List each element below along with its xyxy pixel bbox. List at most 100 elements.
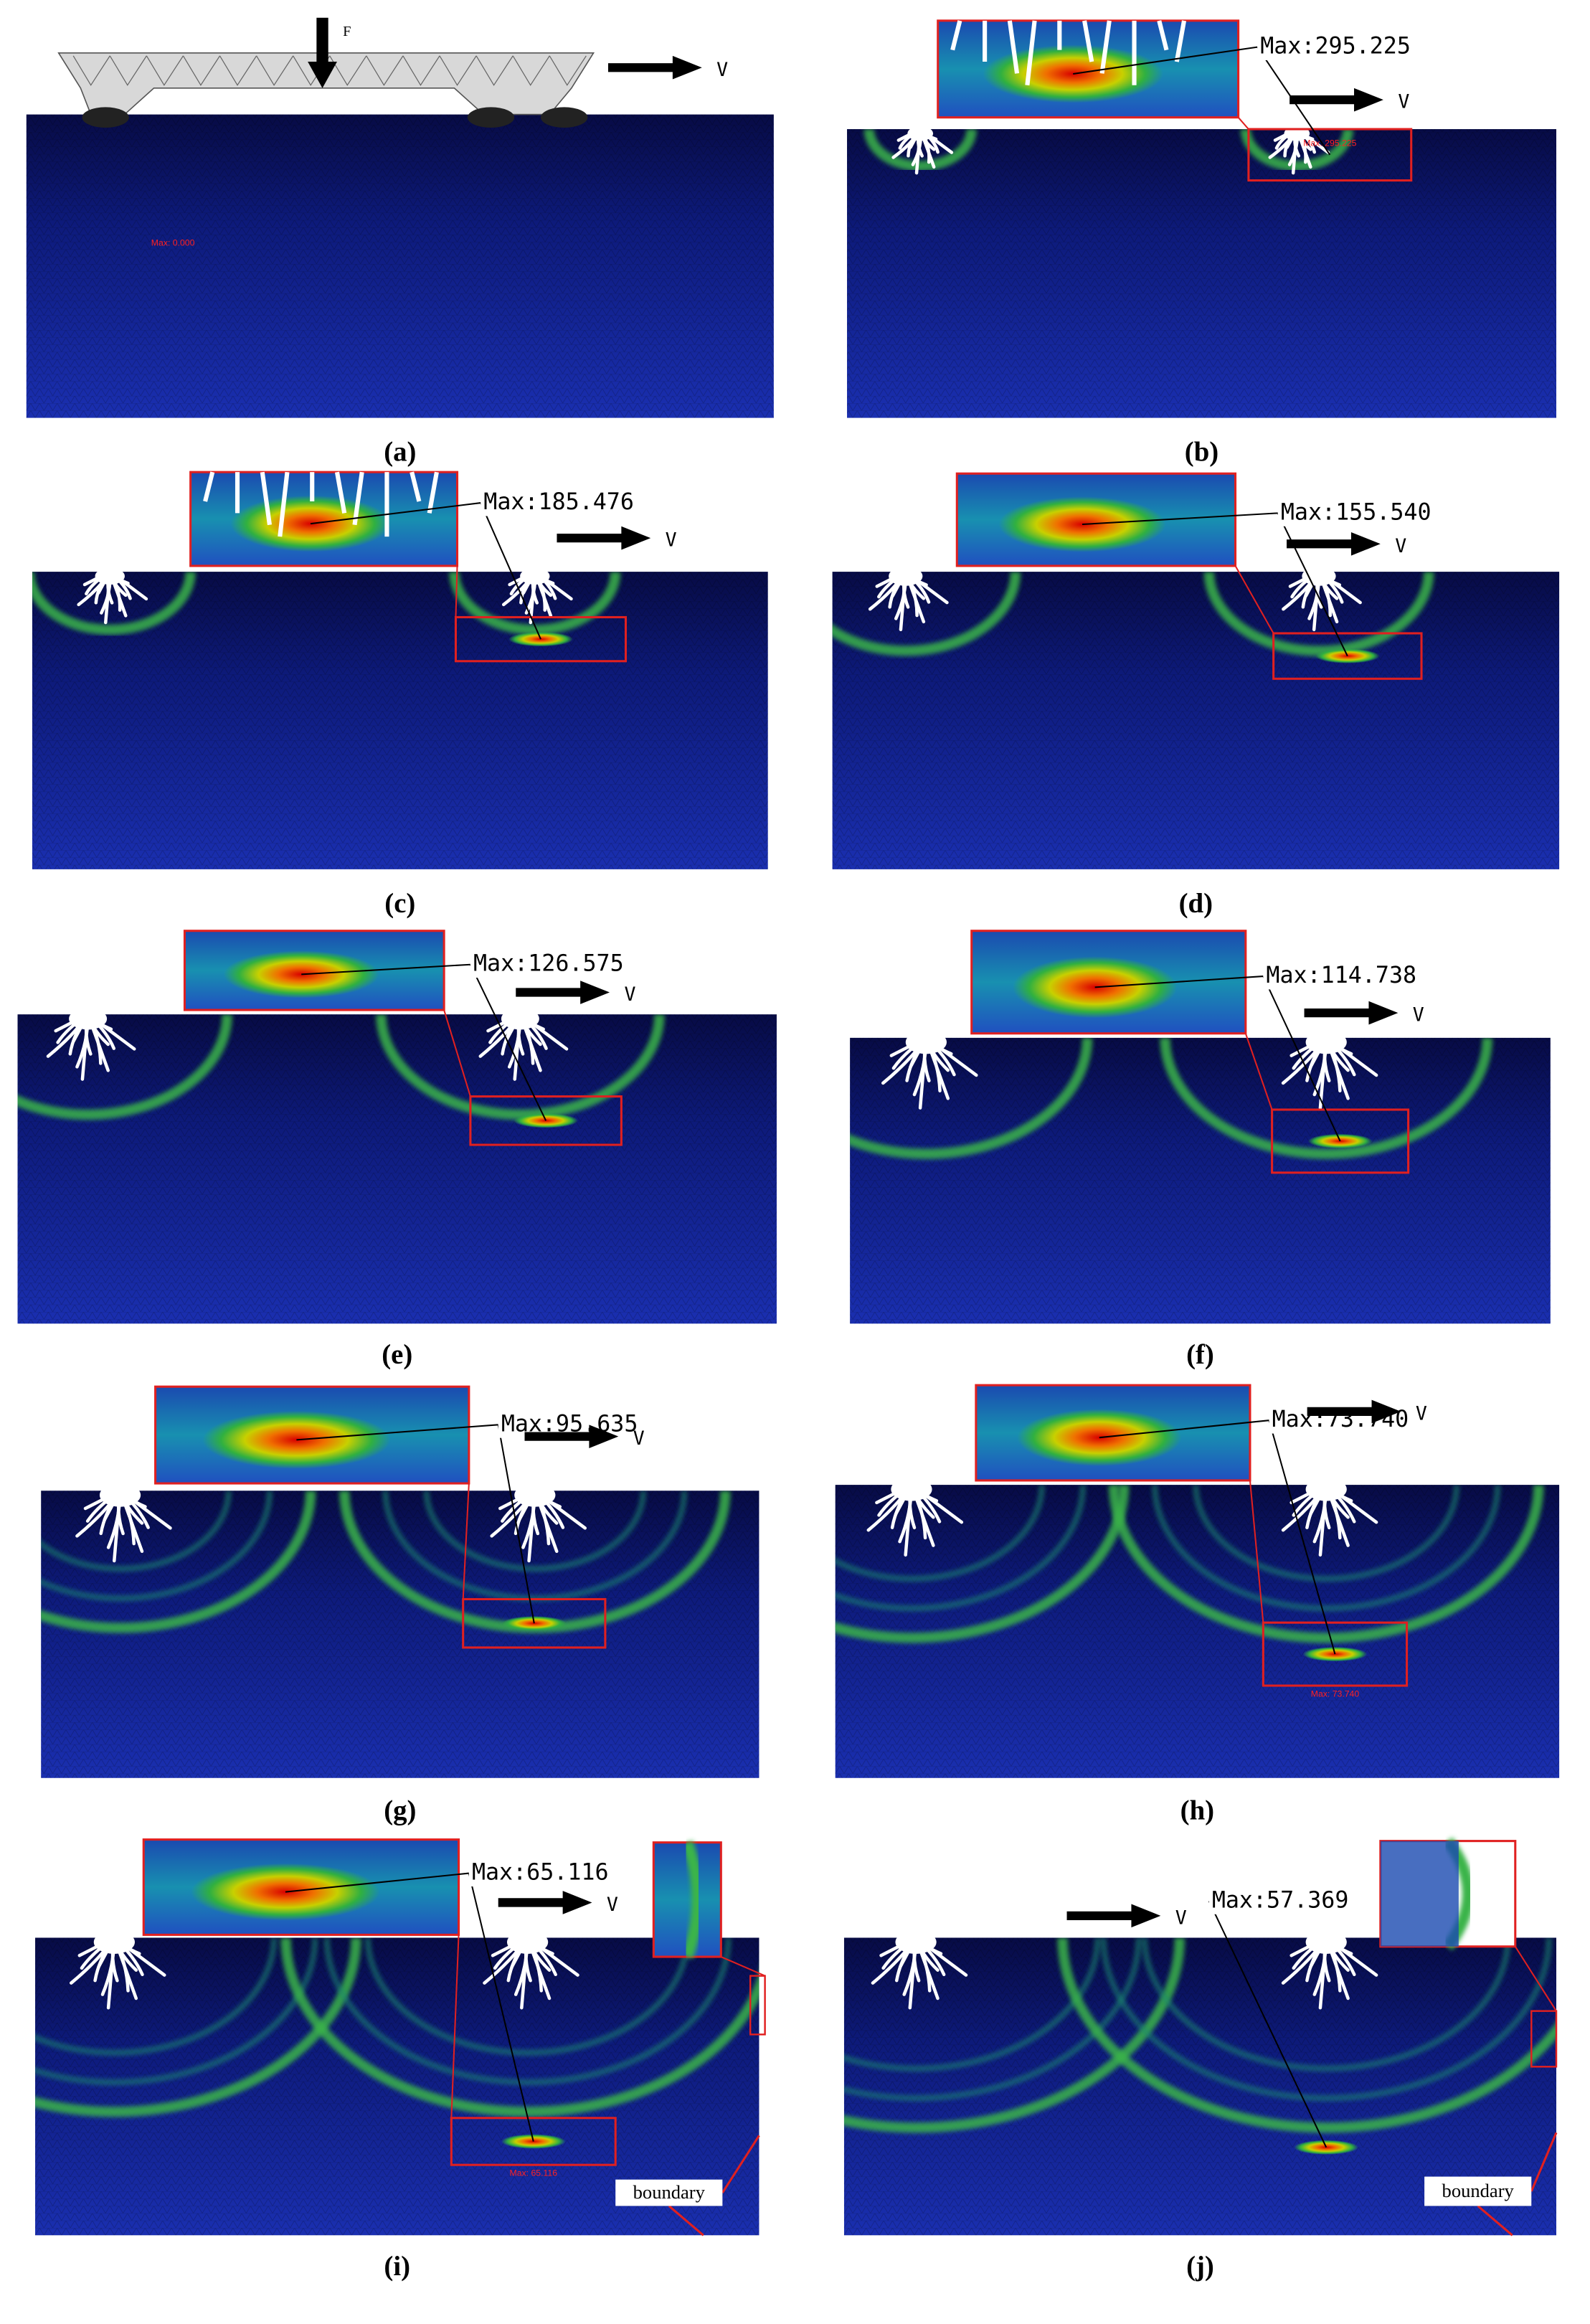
wave-arc: [843, 1937, 1186, 2133]
boundary-pointer: [1477, 2205, 1513, 2236]
zoom-link: [1234, 565, 1274, 634]
wave-fronts: [17, 1014, 665, 1120]
velocity-arrow: [524, 1425, 619, 1449]
inset-crack: [1174, 20, 1187, 62]
leader-line: [480, 502, 541, 640]
wave-fronts: [843, 1937, 1557, 2133]
wave-arc: [1203, 572, 1434, 656]
crack-zone: [1305, 1930, 1347, 1954]
wave-arc: [850, 1037, 1093, 1159]
zoom-region: [1247, 128, 1413, 182]
wave-arc: [376, 1014, 665, 1120]
boundary-region: [1530, 2010, 1558, 2068]
leader-line: [296, 1424, 498, 1441]
leader-line: [310, 502, 481, 525]
zoom-link: [1237, 117, 1249, 130]
wave-arc: [1193, 1485, 1460, 1582]
wheel: [467, 107, 515, 128]
wave-arc: [835, 1485, 1087, 1612]
wave-arc: [1057, 1937, 1557, 2133]
velocity-label: V: [624, 983, 635, 1006]
max-bg: [468, 1860, 633, 1886]
zoom-region: [462, 1597, 607, 1649]
velocity-label: V: [1395, 535, 1406, 557]
wave-arc: [835, 1485, 1130, 1643]
truss-member: [402, 55, 440, 86]
max-value: Max:65.116: [472, 1860, 609, 1886]
velocity-label: V: [607, 1894, 618, 1916]
leader-line: [1094, 976, 1264, 988]
inset-crack: [1157, 20, 1169, 51]
wave-fronts: [863, 129, 1354, 171]
leader-line: [497, 1425, 535, 1624]
boundary-wave: [681, 1840, 704, 1959]
max-bg: [470, 951, 635, 978]
boundary-region: [749, 1975, 766, 2036]
hot-spot: [1294, 2140, 1359, 2155]
max-bg: [1257, 34, 1422, 60]
truss-member: [366, 55, 404, 86]
wave-fronts: [850, 1037, 1493, 1159]
boundary-pointer: [721, 2135, 760, 2193]
truss-member: [219, 55, 257, 86]
crack-zone: [95, 567, 125, 585]
crack-zone: [1305, 1477, 1347, 1501]
max-value: Max:126.575: [473, 951, 624, 977]
zoom-link: [1244, 1033, 1273, 1110]
wheel: [82, 107, 129, 128]
inset-blue: [1380, 1841, 1459, 1947]
inset-crack: [1007, 20, 1020, 74]
truss-member: [256, 55, 294, 86]
wave-arc: [280, 1937, 759, 2117]
boundary-pointer: [668, 2205, 704, 2236]
max-value: Max:155.540: [1281, 499, 1432, 525]
panel-label: (f): [1186, 1339, 1214, 1370]
max-bg: [1277, 499, 1442, 526]
max-marker: Max: 295.225: [1303, 138, 1356, 148]
crack-zone: [895, 1930, 937, 1954]
truss-member: [512, 55, 550, 86]
zoom-link: [462, 1483, 470, 1600]
zoom-region: [469, 1095, 623, 1146]
max-value: Max:114.738: [1266, 963, 1416, 988]
leader-line: [1082, 512, 1278, 526]
crack-zone: [501, 1008, 539, 1030]
leader-line: [469, 964, 547, 1121]
leader-line: [285, 1872, 469, 1893]
leader-line: [1277, 512, 1348, 657]
wave-arc: [423, 1491, 647, 1572]
zoom-link: [443, 1009, 471, 1097]
leader-line: [1208, 1900, 1328, 2148]
max-value: Max:295.225: [1260, 34, 1411, 60]
max-bg: [481, 489, 645, 516]
inset-crack: [352, 471, 364, 526]
mesh: [847, 129, 1557, 418]
panel-label: (b): [1185, 437, 1218, 468]
force-label: F: [343, 24, 351, 39]
panel-label: (d): [1179, 888, 1213, 919]
velocity-arrow: [1304, 1001, 1399, 1025]
panel: Max:185.476 V (c): [32, 471, 768, 919]
velocity-arrow: [516, 981, 610, 1004]
inset-crack: [410, 471, 422, 502]
zoom-region: [454, 615, 628, 663]
velocity-label: V: [1175, 1907, 1187, 1929]
panel: Max:155.540 V (d): [832, 472, 1560, 919]
velocity-label: V: [716, 59, 728, 81]
inset-crack: [278, 471, 290, 537]
velocity-arrow: [498, 1891, 592, 1914]
wave-arc: [1160, 1037, 1493, 1159]
panel-label: (c): [384, 888, 415, 919]
wave-arc: [863, 129, 977, 171]
wave-arc: [35, 1937, 318, 2086]
wave-arc: [449, 572, 621, 636]
inset-crack: [427, 471, 439, 514]
panel-label: (j): [1186, 2251, 1214, 2282]
max-value: Max:57.369: [1212, 1887, 1349, 1913]
wheel: [540, 107, 588, 128]
mesh: [26, 114, 774, 418]
wave-arc: [843, 1937, 1142, 2102]
